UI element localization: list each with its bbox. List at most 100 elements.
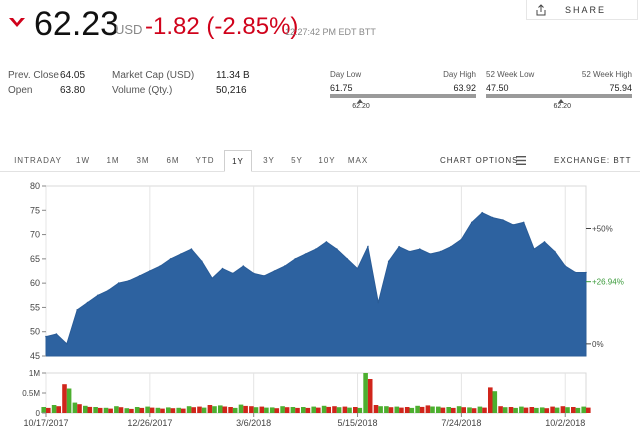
exchange-selector[interactable]: EXCHANGE: BTT <box>554 156 632 165</box>
tab-1y[interactable]: 1Y <box>224 150 252 172</box>
tab-3y[interactable]: 3Y <box>263 156 275 165</box>
volume-bar <box>367 379 373 413</box>
volume-bar <box>508 407 514 413</box>
volume-bar <box>62 384 67 413</box>
day-range: Day Low Day High 61.75 63.92 62.20 <box>330 70 476 114</box>
tab-10y[interactable]: 10Y <box>318 156 336 165</box>
week52-high-value: 75.94 <box>609 83 632 93</box>
volume-bar <box>436 406 441 413</box>
volume-bar <box>103 407 109 413</box>
volume-bar <box>114 406 119 413</box>
date-tick-label: 5/15/2018 <box>338 418 378 428</box>
menu-icon[interactable] <box>516 156 526 165</box>
volume-bar <box>373 405 379 413</box>
volume-bar <box>249 406 254 413</box>
price-point <box>221 267 224 270</box>
volume-bar <box>554 407 560 413</box>
volume-bar <box>347 407 352 413</box>
volume-bar <box>129 408 134 413</box>
tab-6m[interactable]: 6M <box>166 156 180 165</box>
arrow-down-icon <box>9 18 25 27</box>
volume-bar <box>269 407 275 413</box>
volume-bar <box>170 408 176 413</box>
price-point <box>367 245 369 248</box>
price-chart: 45 50 55 60 65 70 75 80 +50% +26.94% 0% 0 0.5M 1M 1… <box>22 181 624 428</box>
price-point <box>356 267 359 270</box>
percent-label: 0% <box>592 340 604 349</box>
volume-bar <box>336 407 342 413</box>
volume-bar <box>264 407 269 413</box>
tab-1m[interactable]: 1M <box>106 156 120 165</box>
volume-bar <box>93 407 98 413</box>
volume-bar <box>176 407 181 413</box>
price-point <box>45 335 47 338</box>
tab-intraday[interactable]: INTRADAY <box>14 156 62 165</box>
chart-options-button[interactable]: CHART OPTIONS <box>440 156 519 165</box>
price-point <box>346 258 349 260</box>
volume-bar <box>529 407 535 413</box>
day-range-marker <box>357 99 364 103</box>
volume-bar <box>539 407 545 413</box>
volume-bar <box>316 407 321 413</box>
price-point <box>543 241 546 243</box>
price-y-tick-label: 60 <box>30 278 40 288</box>
price-point <box>66 343 68 345</box>
volume-bar <box>575 407 581 413</box>
volume-bar <box>134 407 140 413</box>
week52-range-track <box>486 94 632 98</box>
date-axis: 10/17/2017 12/26/2017 3/6/2018 5/15/2018 7/2… <box>23 413 585 428</box>
market-cap-value: 11.34 B <box>216 70 250 81</box>
volume-bar <box>181 408 186 413</box>
price-point <box>336 248 338 250</box>
volume-bar <box>305 407 311 413</box>
volume-bar <box>492 391 498 413</box>
volume-bar <box>290 407 296 413</box>
share-button[interactable]: SHARE <box>526 0 638 20</box>
volume-bar <box>502 407 508 413</box>
price-point <box>55 333 58 335</box>
price-point <box>97 294 99 297</box>
volume-bar <box>544 408 550 413</box>
week52-range-marker <box>558 99 565 103</box>
volume-bar <box>581 406 586 413</box>
volume-bar <box>149 407 155 413</box>
price-point <box>232 272 234 275</box>
volume-bar <box>238 404 244 413</box>
price-point <box>294 258 297 260</box>
volume-bar <box>550 406 555 413</box>
price-y-axis: 45 50 55 60 65 70 75 80 <box>30 181 46 361</box>
volume-bar <box>560 406 566 413</box>
price-point <box>242 265 245 267</box>
day-low-label: Day Low <box>330 70 362 79</box>
volume-bar <box>425 405 431 413</box>
last-price: 62.23 <box>34 5 120 43</box>
prev-close-label: Prev. Close <box>8 70 59 81</box>
tab-max[interactable]: MAX <box>347 156 369 165</box>
volume-bar <box>430 406 435 413</box>
volume-bar <box>87 406 93 413</box>
volume-y-tick-label: 0.5M <box>22 389 40 398</box>
day-range-track <box>330 94 476 98</box>
volume-bar <box>280 406 285 413</box>
volume-bar <box>108 408 113 413</box>
volume-bar <box>212 406 217 413</box>
tab-1w[interactable]: 1W <box>76 156 90 165</box>
volume-bar <box>394 406 400 413</box>
tab-ytd[interactable]: YTD <box>195 156 215 165</box>
volume-bar <box>388 407 394 413</box>
tab-5y[interactable]: 5Y <box>291 156 303 165</box>
price-point <box>252 272 255 275</box>
volume-bar <box>461 407 466 413</box>
price-point <box>585 271 587 274</box>
price-point <box>325 241 328 243</box>
volume-bar <box>139 407 145 413</box>
volume-bar <box>326 406 331 413</box>
quote-timestamp: 12:27:42 PM EDT BTT <box>285 27 376 37</box>
tab-3m[interactable]: 3M <box>136 156 150 165</box>
price-point <box>377 301 380 304</box>
volume-bar <box>124 408 130 413</box>
volume-bar <box>46 407 51 413</box>
price-point <box>169 258 172 260</box>
price-point <box>481 211 484 214</box>
volume-bar <box>409 407 415 413</box>
